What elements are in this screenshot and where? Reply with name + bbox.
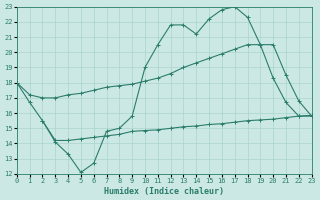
X-axis label: Humidex (Indice chaleur): Humidex (Indice chaleur)	[104, 187, 224, 196]
